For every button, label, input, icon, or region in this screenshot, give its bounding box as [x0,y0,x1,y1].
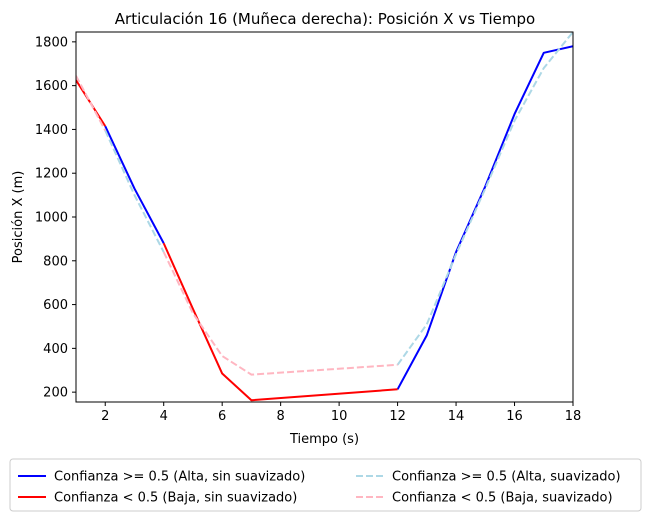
x-axis-label: Tiempo (s) [289,432,359,447]
y-tick-label: 600 [43,298,68,313]
x-axis-ticks: 2 4 6 8 10 12 14 16 18 [101,402,581,424]
y-tick-label: 200 [43,386,68,401]
x-tick-label: 18 [565,409,582,424]
x-tick-label: 4 [160,409,168,424]
y-tick-label: 400 [43,342,68,357]
y-tick-label: 1600 [35,79,68,94]
series-4-line-segment-2 [162,251,398,376]
y-tick-label: 800 [43,254,68,269]
series-4-line-segment-1 [76,75,107,131]
series-3-line-segment-1 [104,130,165,253]
x-tick-label: 6 [218,409,226,424]
legend-label-4: Confianza < 0.5 (Baja, suavizado) [392,491,613,506]
legend-label-3: Confianza >= 0.5 (Alta, suavizado) [392,470,621,485]
legend-label-1: Confianza >= 0.5 (Alta, sin suavizado) [54,470,305,485]
chart-title: Articulación 16 (Muñeca derecha): Posici… [115,10,535,28]
series-1-line-segment-1 [104,125,165,244]
x-tick-label: 16 [506,409,523,424]
x-tick-label: 14 [448,409,465,424]
legend: Confianza >= 0.5 (Alta, sin suavizado) Co… [18,470,621,506]
plot-area [76,32,573,402]
y-tick-label: 1200 [35,167,68,182]
x-tick-label: 10 [331,409,348,424]
legend-box [9,458,642,512]
series-2-line-segment-2 [162,242,398,402]
y-tick-label: 1400 [35,123,68,138]
x-tick-label: 8 [277,409,285,424]
y-tick-label: 1800 [35,35,68,50]
y-axis-label: Posición X (m) [11,171,26,264]
y-tick-label: 1000 [35,211,68,226]
legend-label-2: Confianza < 0.5 (Baja, sin suavizado) [54,491,297,506]
series-1-line-segment-2 [396,45,573,390]
y-axis-ticks: 200 400 600 800 1000 1200 1400 1600 1800 [35,35,76,401]
x-tick-label: 12 [389,409,406,424]
x-tick-label: 2 [101,409,109,424]
series-3-line-segment-2 [396,32,573,366]
